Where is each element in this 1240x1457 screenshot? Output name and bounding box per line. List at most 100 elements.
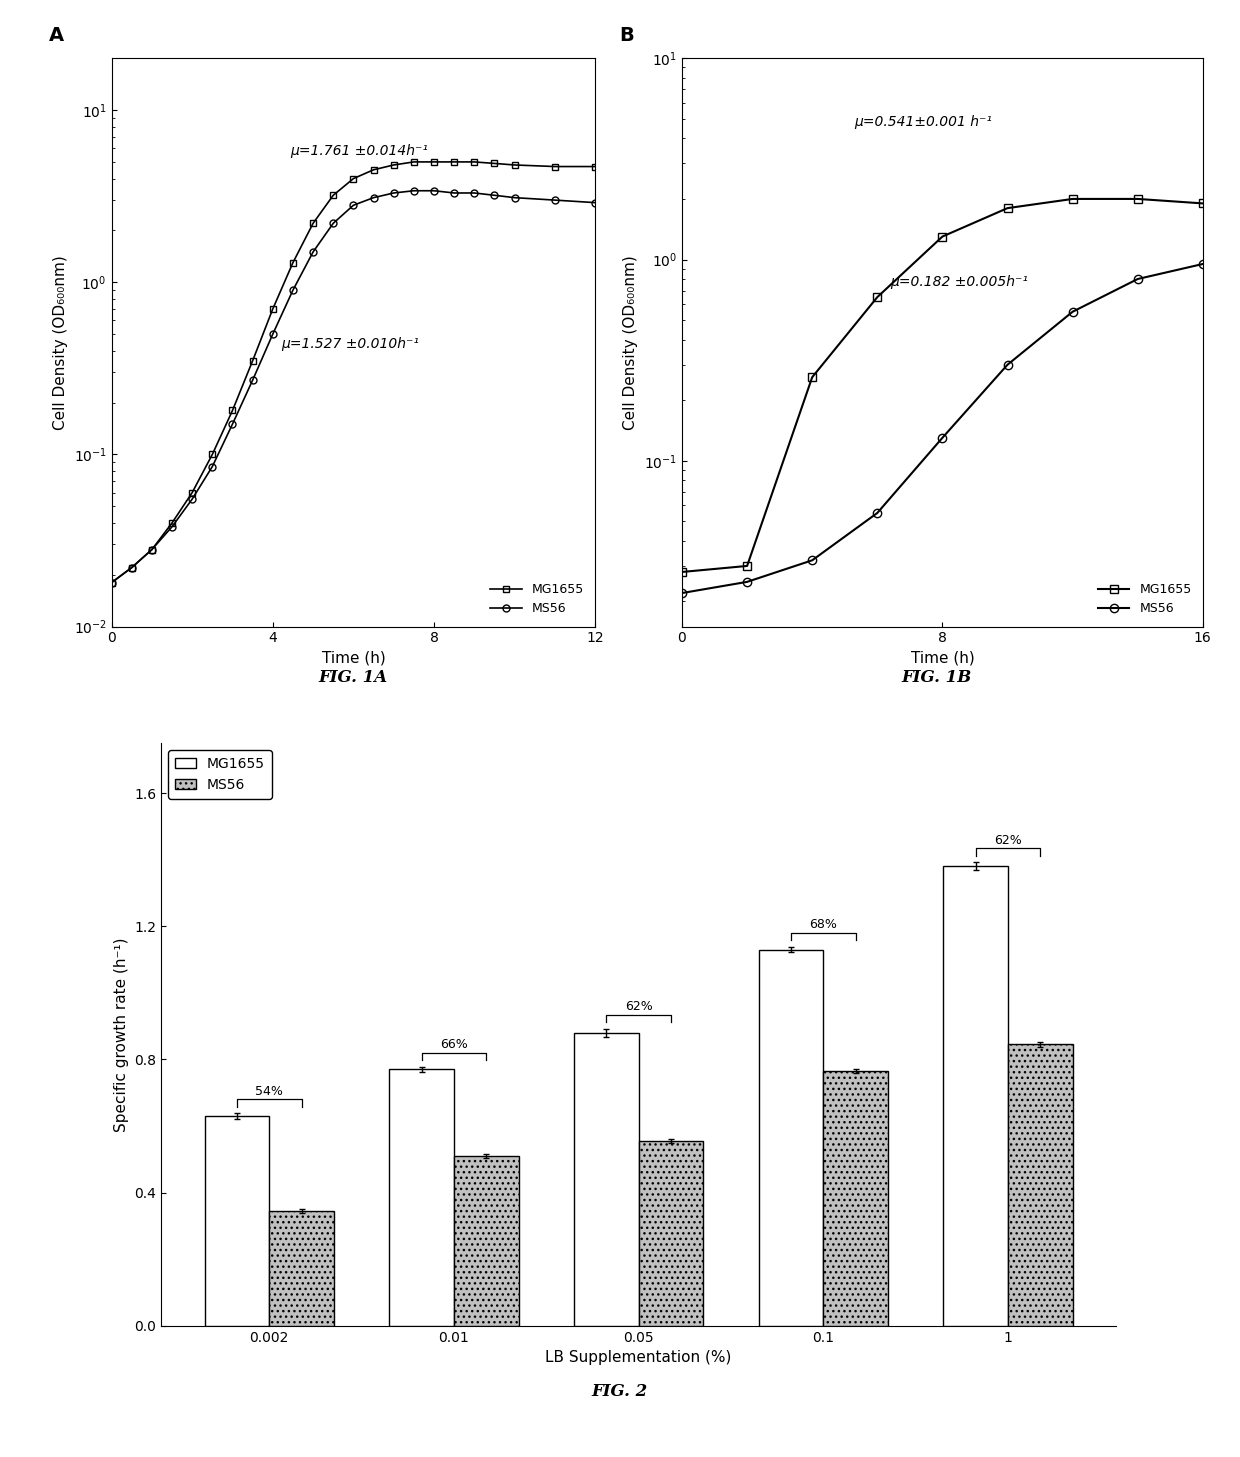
Y-axis label: Specific growth rate (h⁻¹): Specific growth rate (h⁻¹) [114, 937, 129, 1132]
MS56 [246, 372, 260, 389]
MS56 [224, 415, 239, 433]
MG1655 [386, 156, 401, 173]
MG1655 [935, 227, 950, 245]
MS56 [935, 428, 950, 446]
Bar [759, 950, 823, 1326]
Text: 54%: 54% [255, 1085, 283, 1097]
MG1655 [675, 564, 689, 581]
MG1655 [588, 157, 603, 175]
MG1655 [144, 541, 159, 558]
Bar [205, 1116, 269, 1326]
MS56 [366, 189, 381, 207]
X-axis label: LB Supplementation (%): LB Supplementation (%) [546, 1351, 732, 1365]
Text: 68%: 68% [810, 918, 837, 931]
MG1655 [246, 353, 260, 370]
MG1655 [165, 514, 180, 532]
MG1655 [205, 446, 219, 463]
MG1655 [185, 484, 200, 501]
MS56 [487, 186, 502, 204]
Legend: MG1655, MS56: MG1655, MS56 [169, 750, 272, 798]
MS56 [305, 243, 320, 261]
MG1655 [870, 288, 885, 306]
Text: FIG. 2: FIG. 2 [591, 1383, 649, 1400]
MS56 [739, 573, 754, 590]
MG1655 [346, 170, 361, 188]
Line: MG1655: MG1655 [108, 159, 599, 586]
MS56 [466, 184, 481, 201]
MS56 [870, 504, 885, 522]
Bar [944, 867, 1008, 1326]
MG1655 [446, 153, 461, 170]
Text: FIG. 1A: FIG. 1A [319, 669, 388, 686]
X-axis label: Time (h): Time (h) [910, 651, 975, 666]
MS56 [386, 184, 401, 201]
Y-axis label: Cell Density (OD₆₀₀nm): Cell Density (OD₆₀₀nm) [624, 255, 639, 430]
MG1655 [265, 300, 280, 318]
Bar [454, 1155, 518, 1326]
MS56 [446, 184, 461, 201]
MG1655 [224, 402, 239, 420]
MS56 [326, 214, 341, 232]
MS56 [999, 356, 1014, 373]
Line: MS56: MS56 [108, 188, 599, 586]
MS56 [1065, 303, 1080, 321]
MS56 [144, 541, 159, 558]
MG1655 [104, 574, 119, 592]
MG1655 [124, 559, 139, 577]
MG1655 [427, 153, 441, 170]
Text: μ=1.761 ±0.014h⁻¹: μ=1.761 ±0.014h⁻¹ [290, 144, 429, 157]
X-axis label: Time (h): Time (h) [321, 651, 386, 666]
Bar [574, 1033, 639, 1326]
MG1655 [999, 200, 1014, 217]
MS56 [427, 182, 441, 200]
MS56 [675, 584, 689, 602]
Text: μ=1.527 ±0.010h⁻¹: μ=1.527 ±0.010h⁻¹ [280, 337, 419, 351]
MS56 [547, 191, 562, 208]
MG1655 [466, 153, 481, 170]
Line: MS56: MS56 [678, 259, 1207, 597]
Text: FIG. 1B: FIG. 1B [901, 669, 971, 686]
MS56 [805, 552, 820, 570]
Bar [823, 1071, 888, 1326]
Legend: MG1655, MS56: MG1655, MS56 [485, 578, 589, 621]
MG1655 [407, 153, 422, 170]
MS56 [346, 197, 361, 214]
Bar [389, 1069, 454, 1326]
Legend: MG1655, MS56: MG1655, MS56 [1092, 578, 1197, 621]
MS56 [588, 194, 603, 211]
MG1655 [739, 557, 754, 574]
Text: 62%: 62% [625, 1000, 652, 1013]
Text: A: A [48, 26, 63, 45]
MS56 [285, 281, 300, 299]
MG1655 [805, 369, 820, 386]
MS56 [1130, 270, 1145, 287]
MS56 [265, 325, 280, 342]
Bar [1008, 1045, 1073, 1326]
MS56 [507, 189, 522, 207]
MG1655 [1130, 191, 1145, 208]
MS56 [407, 182, 422, 200]
MG1655 [487, 154, 502, 172]
MG1655 [366, 162, 381, 179]
MS56 [165, 519, 180, 536]
MS56 [205, 457, 219, 475]
Y-axis label: Cell Density (OD₆₀₀nm): Cell Density (OD₆₀₀nm) [53, 255, 68, 430]
MG1655 [1065, 191, 1080, 208]
MS56 [185, 491, 200, 508]
MS56 [124, 559, 139, 577]
MG1655 [547, 157, 562, 175]
Text: 66%: 66% [440, 1039, 467, 1050]
MG1655 [507, 156, 522, 173]
MG1655 [305, 214, 320, 232]
Line: MG1655: MG1655 [678, 195, 1207, 576]
Text: μ=0.541±0.001 h⁻¹: μ=0.541±0.001 h⁻¹ [854, 115, 992, 130]
MG1655 [285, 254, 300, 271]
Text: B: B [620, 26, 634, 45]
Text: 62%: 62% [994, 833, 1022, 847]
Bar [269, 1211, 334, 1326]
MS56 [104, 574, 119, 592]
MG1655 [326, 186, 341, 204]
MG1655 [1195, 195, 1210, 213]
Bar [639, 1141, 703, 1326]
Text: μ=0.182 ±0.005h⁻¹: μ=0.182 ±0.005h⁻¹ [890, 274, 1028, 288]
